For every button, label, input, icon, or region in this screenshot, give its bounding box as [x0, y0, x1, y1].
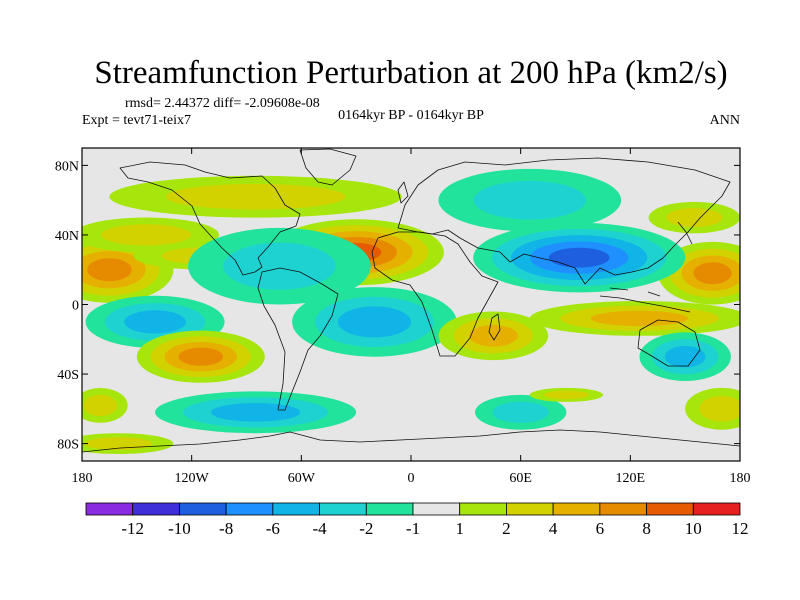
colorbar-label: -6 — [266, 519, 280, 538]
anomaly-contour — [83, 394, 118, 417]
colorbar-label: 2 — [502, 519, 511, 538]
coast-greenland — [299, 148, 357, 186]
colorbar-label: 10 — [685, 519, 702, 538]
colorbar-label: 8 — [642, 519, 651, 538]
anomaly-region — [529, 387, 604, 402]
anomaly-contour — [693, 262, 732, 285]
colorbar-swatch — [459, 502, 507, 516]
contour-fill-layer — [82, 168, 740, 454]
coast-africa — [371, 231, 499, 357]
anomaly-region — [292, 287, 457, 357]
coast-north-america — [119, 161, 301, 276]
colorbar-label: -1 — [406, 519, 420, 538]
y-tick-label: 80S — [57, 438, 79, 453]
colorbar-label: 4 — [549, 519, 558, 538]
coast-europe-asia — [397, 157, 731, 285]
coastlines — [82, 148, 740, 453]
anomaly-contour — [699, 396, 740, 422]
anomaly-contour — [590, 310, 689, 327]
period-label: 0164kyr BP - 0164kyr BP — [338, 108, 484, 123]
colorbar-label: -4 — [312, 519, 327, 538]
anomaly-region — [473, 222, 686, 293]
anomaly-contour — [543, 390, 589, 400]
y-tick-label: 40N — [55, 229, 79, 244]
colorbar-swatch — [692, 502, 741, 516]
anomaly-contour — [87, 258, 132, 282]
anomaly-contour — [101, 224, 191, 246]
x-tick-label: 0 — [408, 471, 415, 486]
anomaly-region — [529, 301, 740, 336]
map-panel: 180 120W 60W 0 60E 120E 180 80N 40N 0 40S 80S — [55, 147, 751, 486]
anomaly-contour — [548, 247, 610, 268]
x-axis: 180 120W 60W 0 60E 120E 180 — [72, 148, 751, 486]
anomaly-contour — [664, 345, 706, 368]
x-tick-label: 60W — [288, 471, 316, 486]
anomaly-contour — [666, 208, 723, 228]
x-tick-label: 120W — [175, 471, 210, 486]
anomaly-contour — [468, 325, 518, 347]
colorbar-swatch — [132, 502, 180, 516]
y-axis: 80N 40N 0 40S 80S — [55, 159, 740, 453]
colorbar-swatch — [272, 502, 320, 516]
y-tick-label: 80N — [55, 159, 79, 174]
colorbar: -12 -10 -8 -6 -4 -2 -1 1 2 4 6 8 10 12 — [85, 502, 749, 538]
anomaly-contour — [178, 347, 224, 366]
anomaly-region — [82, 388, 128, 423]
colorbar-swatch — [599, 502, 647, 516]
anomaly-region — [82, 433, 174, 454]
anomaly-contour — [84, 437, 153, 450]
anomaly-contour — [223, 242, 336, 290]
colorbar-swatch — [319, 502, 367, 516]
anomaly-region — [109, 175, 402, 218]
anomaly-region — [648, 201, 740, 234]
chart-title: Streamfunction Perturbation at 200 hPa (… — [94, 55, 727, 91]
colorbar-swatch — [646, 502, 694, 516]
colorbar-label: -12 — [121, 519, 144, 538]
y-tick-label: 40S — [57, 368, 79, 383]
anomaly-region — [475, 394, 567, 430]
colorbar-label: 6 — [596, 519, 605, 538]
colorbar-label: 12 — [732, 519, 749, 538]
colorbar-swatch — [365, 502, 414, 516]
coast-indonesia — [599, 287, 691, 313]
colorbar-swatch — [85, 502, 134, 516]
colorbar-swatch — [552, 502, 601, 516]
anomaly-region — [136, 330, 265, 383]
x-tick-label: 120E — [616, 471, 646, 486]
colorbar-label: -10 — [168, 519, 191, 538]
coast-japan — [677, 221, 693, 245]
coast-australia — [637, 319, 701, 367]
anomaly-region — [438, 168, 622, 232]
experiment-label: Expt = tevt71-teix7 — [82, 113, 191, 128]
coast-madagascar — [488, 313, 501, 341]
anomaly-region — [438, 311, 549, 361]
anomaly-contour — [210, 403, 301, 422]
anomaly-contour — [492, 401, 549, 423]
x-tick-label: 180 — [72, 471, 93, 486]
colorbar-label: -8 — [219, 519, 233, 538]
anomaly-contour — [473, 180, 586, 220]
colorbar-swatch — [506, 502, 554, 516]
colorbar-label: -2 — [359, 519, 373, 538]
y-tick-label: 0 — [72, 299, 79, 314]
anomaly-contour — [337, 306, 411, 338]
colorbar-swatch — [225, 502, 274, 516]
coast-uk — [397, 181, 409, 204]
anomaly-region — [685, 387, 740, 430]
season-label: ANN — [710, 113, 740, 128]
coast-antarctica — [82, 429, 740, 453]
stats-line: rmsd= 2.44372 diff= -2.09608e-08 — [125, 96, 320, 111]
anomaly-region — [155, 391, 357, 434]
anomaly-contour — [124, 310, 186, 334]
anomaly-region — [188, 227, 371, 305]
colorbar-swatch — [179, 502, 227, 516]
colorbar-label: 1 — [455, 519, 464, 538]
x-tick-label: 180 — [730, 471, 751, 486]
anomaly-contour — [165, 183, 346, 210]
coast-south-america — [257, 267, 339, 411]
anomaly-region — [639, 332, 731, 382]
x-tick-label: 60E — [509, 471, 532, 486]
colorbar-swatch — [412, 502, 461, 516]
